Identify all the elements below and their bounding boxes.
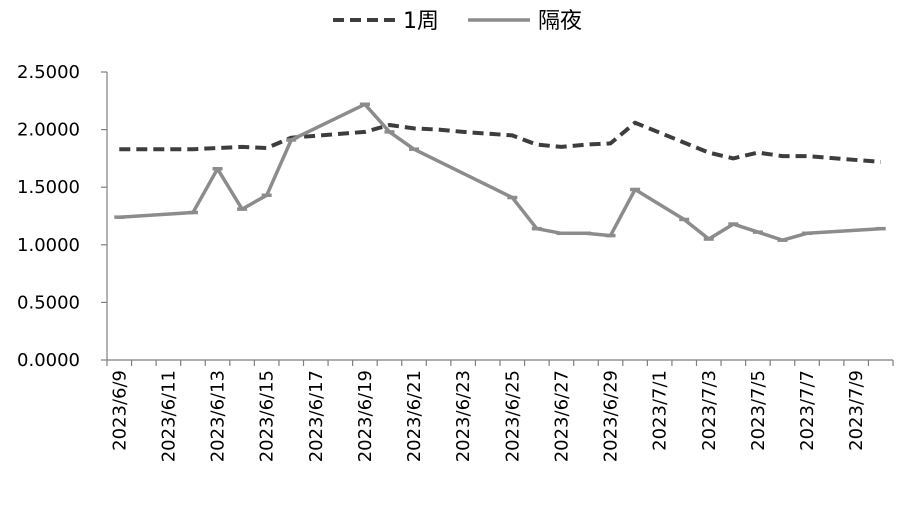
legend: 1周 隔夜 xyxy=(333,9,582,34)
x-tick-label: 2023/6/21 xyxy=(404,370,425,462)
y-tick-label: 0.5000 xyxy=(17,292,80,313)
x-tick-label: 2023/6/19 xyxy=(355,370,376,462)
x-tick-label: 2023/6/9 xyxy=(109,370,130,451)
x-tick-label: 2023/7/7 xyxy=(797,370,818,451)
x-tick-label: 2023/7/5 xyxy=(748,370,769,451)
series-line-overnight xyxy=(119,104,880,240)
legend-label-overnight: 隔夜 xyxy=(538,9,582,34)
x-tick-label: 2023/6/27 xyxy=(551,370,572,462)
legend-label-one-week: 1周 xyxy=(403,9,439,34)
x-tick-label: 2023/6/23 xyxy=(453,370,474,462)
x-tick-label: 2023/7/9 xyxy=(846,370,867,451)
x-tick-label: 2023/6/15 xyxy=(257,370,278,462)
series-layer xyxy=(114,104,885,240)
y-tick-label: 1.5000 xyxy=(17,177,80,198)
y-tick-label: 2.0000 xyxy=(17,120,80,141)
axes: 0.0000 0.5000 1.0000 1.5000 2.0000 2.5000 2023… xyxy=(17,62,893,462)
x-tick-label: 2023/6/11 xyxy=(158,370,179,462)
y-tick-label: 2.5000 xyxy=(17,62,80,83)
x-tick-label: 2023/6/29 xyxy=(601,370,622,462)
x-tick-label: 2023/6/25 xyxy=(502,370,523,462)
y-tick-label: 0.0000 xyxy=(17,350,80,371)
series-line-one-week xyxy=(119,123,880,162)
y-tick-label: 1.0000 xyxy=(17,235,80,256)
x-tick-label: 2023/7/1 xyxy=(650,370,671,451)
x-tick-label: 2023/6/13 xyxy=(208,370,229,462)
x-tick-label: 2023/7/3 xyxy=(699,370,720,451)
x-tick-label: 2023/6/17 xyxy=(306,370,327,462)
